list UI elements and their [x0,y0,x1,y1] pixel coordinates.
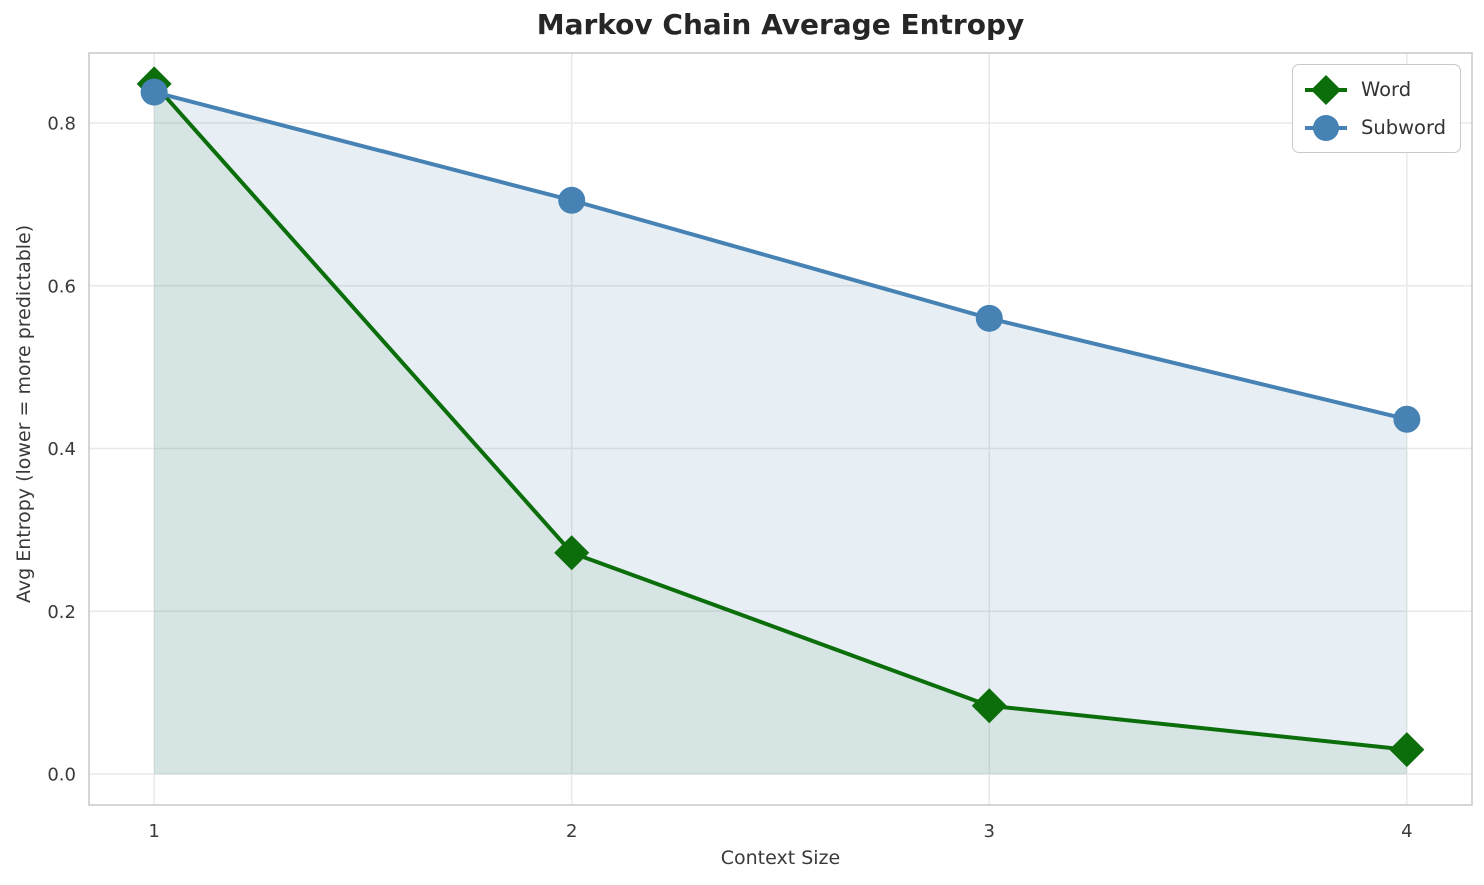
marker-word [971,688,1007,724]
y-tick-label: 0.4 [47,439,76,460]
area-fill-word [154,83,1407,775]
chart-title: Markov Chain Average Entropy [536,8,1025,41]
x-tick-label: 2 [566,821,577,842]
marker-subword [558,186,586,214]
x-tick-label: 3 [984,821,995,842]
line-subword [152,90,1409,422]
line-word [152,81,1409,752]
legend-label-word: Word [1360,78,1412,101]
legend-item-word: Word [1302,73,1446,106]
marker-word [554,535,590,571]
marker-subword [975,304,1003,332]
x-axis-label: Context Size [720,847,841,869]
marker-word [1389,732,1425,768]
y-tick-label: 0.0 [47,765,76,786]
plot-border [88,52,1473,806]
area-fill-subword [154,92,1407,775]
marker-subword [1393,405,1421,433]
x-tick-label: 1 [148,821,159,842]
legend-item-subword: Subword [1302,111,1446,144]
subword-circle-marker-icon [1304,114,1347,141]
marker-subword [140,78,168,106]
y-tick-label: 0.6 [47,276,76,297]
x-tick-label: 4 [1401,821,1412,842]
legend-label-subword: Subword [1360,116,1446,139]
legend: Word Subword [1291,64,1461,153]
word-diamond-marker-icon [1304,74,1347,105]
y-tick-label: 0.8 [47,113,76,134]
y-tick-label: 0.2 [47,602,76,623]
